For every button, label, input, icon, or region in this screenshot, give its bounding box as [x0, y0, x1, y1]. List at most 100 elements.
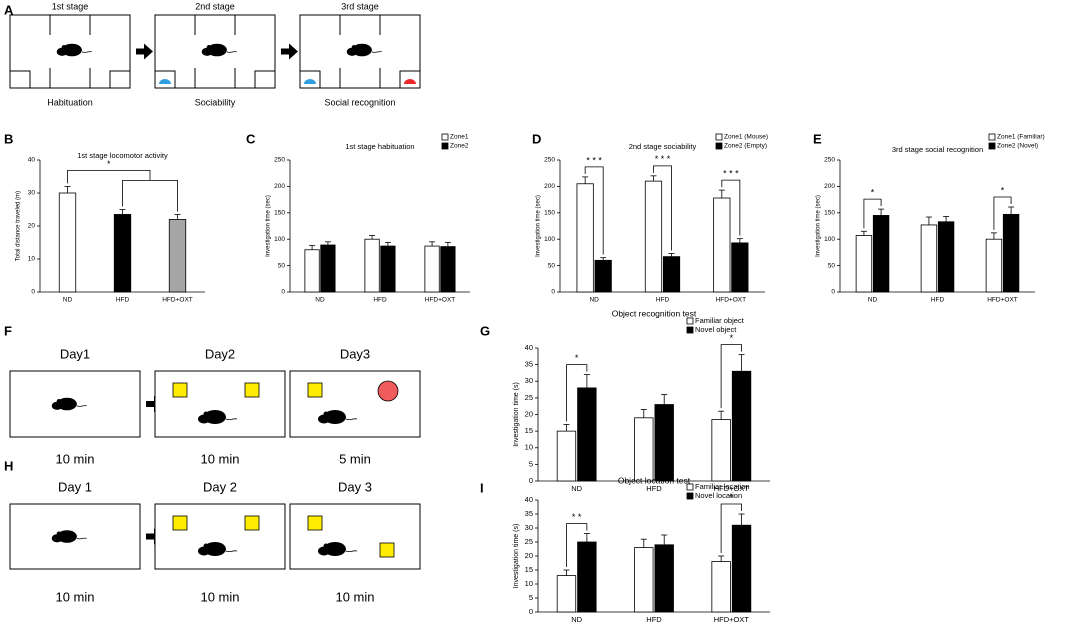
mouse-ear: [61, 45, 67, 50]
panel-letter: F: [4, 323, 12, 338]
legend-label: Zone2 (Novel): [997, 143, 1038, 150]
step-caption: 10 min: [335, 589, 374, 604]
y-tick-label: 0: [529, 607, 533, 616]
bar: [577, 387, 597, 482]
bar: [576, 183, 594, 293]
step-label: 1st stage: [52, 1, 89, 11]
error-bar: [860, 230, 867, 236]
y-tick-label: 10: [525, 579, 533, 588]
mouse-icon: [318, 542, 358, 556]
arena: [289, 503, 421, 570]
y-tick-label: 0: [831, 289, 835, 296]
mouse-icon: [198, 542, 238, 556]
bar: [556, 430, 577, 482]
mouse-ear: [56, 531, 62, 537]
step-caption: 10 min: [200, 451, 239, 466]
legend-label: Familiar location: [695, 482, 750, 491]
x-tick-label: HFD+OXT: [714, 484, 750, 493]
error-bar: [174, 214, 181, 220]
cage: [9, 70, 31, 89]
x-tick-label: ND: [589, 297, 599, 304]
bar: [731, 370, 752, 482]
bar: [654, 544, 674, 613]
mouse-head: [198, 546, 210, 556]
bar: [872, 215, 890, 293]
significance-bracket: [584, 166, 604, 255]
chart-title: 1st stage locomotor activity: [77, 151, 168, 160]
error-bar: [640, 409, 647, 418]
error-bar: [718, 410, 725, 420]
y-tick-label: 200: [274, 183, 285, 190]
mouse-icon: [346, 43, 382, 57]
step-caption: 10 min: [55, 451, 94, 466]
bar: [644, 180, 663, 293]
bar: [320, 244, 336, 293]
bar: [937, 221, 955, 293]
x-tick-label: HFD+OXT: [716, 297, 747, 304]
step-caption: 10 min: [55, 589, 94, 604]
bar: [662, 256, 681, 293]
significance-label: * * *: [723, 168, 739, 178]
y-tick-label: 20: [525, 551, 533, 560]
step-caption: Habituation: [47, 97, 93, 107]
y-tick-label: 0: [281, 289, 285, 296]
significance-bracket: [863, 198, 882, 229]
bar: [920, 224, 938, 293]
legend-label: Zone1: [450, 134, 469, 141]
error-bar: [583, 374, 590, 388]
bar: [855, 235, 873, 293]
object-square: [244, 382, 260, 398]
significance-label: *: [730, 492, 734, 502]
y-tick-label: 0: [31, 289, 35, 296]
y-tick-label: 200: [824, 183, 835, 190]
panel-letter: C: [246, 131, 256, 146]
error-bar: [718, 555, 725, 562]
legend-label: Zone2: [450, 143, 469, 150]
panel-letter: G: [480, 323, 490, 338]
step-label: Day3: [340, 346, 370, 361]
y-tick-label: 250: [544, 157, 555, 164]
mouse-tail: [371, 51, 382, 53]
stranger-mouse: [304, 79, 316, 84]
legend-swatch: [715, 142, 723, 150]
y-tick-label: 40: [525, 495, 533, 504]
legend-label: Novel location: [695, 491, 742, 500]
y-tick-label: 200: [544, 183, 555, 190]
error-bar: [600, 257, 607, 261]
error-bar: [384, 241, 391, 247]
error-bar: [119, 209, 126, 215]
y-tick-label: 25: [525, 393, 533, 402]
x-tick-label: ND: [63, 297, 73, 304]
significance-bracket: [67, 170, 178, 212]
object-square: [172, 515, 188, 531]
y-tick-label: 25: [525, 537, 533, 546]
error-bar: [878, 208, 885, 216]
significance-label: *: [871, 187, 875, 197]
mouse-tail: [225, 418, 238, 421]
legend-swatch: [441, 142, 449, 150]
step-label: Day 1: [58, 479, 92, 494]
bar: [654, 404, 674, 482]
object-circle: [377, 380, 399, 402]
significance-label: *: [1001, 185, 1005, 195]
bar: [168, 218, 187, 293]
error-bar: [943, 216, 950, 222]
bar: [364, 238, 380, 293]
cage: [109, 70, 131, 89]
bar: [113, 214, 132, 293]
object-square: [244, 515, 260, 531]
y-axis-label: Total distance traveled (m): [16, 191, 22, 261]
x-tick-label: ND: [868, 297, 878, 304]
y-tick-label: 50: [828, 262, 836, 269]
stranger-mouse: [159, 79, 171, 84]
legend-swatch: [988, 133, 996, 141]
mouse-head: [198, 414, 210, 424]
error-bar: [925, 216, 932, 225]
y-axis-label: Investigation time (sec): [816, 195, 822, 257]
y-tick-label: 0: [551, 289, 555, 296]
mouse-tail: [345, 418, 358, 421]
step-label: Day 3: [338, 479, 372, 494]
step-label: 3rd stage: [341, 1, 379, 11]
object-square: [307, 382, 323, 398]
y-tick-label: 30: [525, 376, 533, 385]
